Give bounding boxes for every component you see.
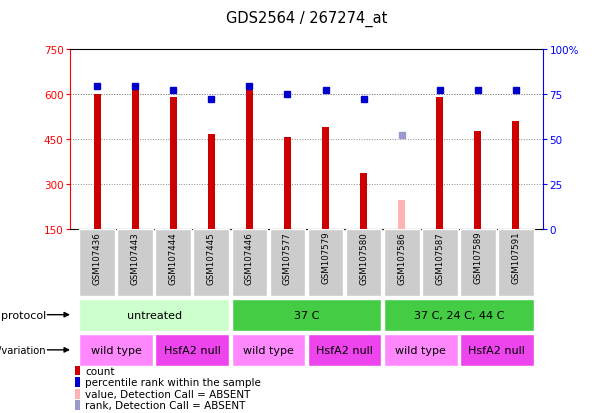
Text: wild type: wild type <box>91 345 142 355</box>
Text: GSM107445: GSM107445 <box>207 231 216 284</box>
Bar <box>270 230 305 297</box>
Text: untreated: untreated <box>127 310 182 320</box>
Bar <box>322 127 329 229</box>
Bar <box>384 230 419 297</box>
Text: GSM107591: GSM107591 <box>511 231 520 284</box>
Text: GSM107579: GSM107579 <box>321 231 330 284</box>
Text: HsfA2 null: HsfA2 null <box>468 345 525 355</box>
Bar <box>246 87 253 229</box>
Text: GSM107586: GSM107586 <box>397 231 406 284</box>
Bar <box>308 230 343 297</box>
Bar <box>194 230 229 297</box>
Text: GSM107589: GSM107589 <box>473 231 482 284</box>
Bar <box>155 334 229 366</box>
Bar <box>512 121 519 229</box>
Bar <box>460 230 496 297</box>
Bar <box>398 201 405 229</box>
Bar <box>460 334 534 366</box>
Bar <box>75 389 80 399</box>
Bar <box>422 230 458 297</box>
Text: GSM107446: GSM107446 <box>245 231 254 284</box>
Bar <box>232 230 267 297</box>
Text: wild type: wild type <box>243 345 294 355</box>
Bar <box>498 230 534 297</box>
Bar <box>75 366 80 375</box>
Text: GSM107444: GSM107444 <box>169 231 178 284</box>
Text: rank, Detection Call = ABSENT: rank, Detection Call = ABSENT <box>85 400 245 410</box>
Bar <box>75 401 80 410</box>
Text: GSM107577: GSM107577 <box>283 231 292 284</box>
Text: GSM107587: GSM107587 <box>435 231 444 284</box>
Bar <box>132 90 139 229</box>
Bar <box>170 97 177 229</box>
Bar <box>232 334 305 366</box>
Bar <box>346 230 381 297</box>
Text: HsfA2 null: HsfA2 null <box>164 345 221 355</box>
Text: percentile rank within the sample: percentile rank within the sample <box>85 377 261 387</box>
Bar <box>232 299 381 331</box>
Text: GSM107436: GSM107436 <box>93 231 102 284</box>
Bar <box>94 95 101 229</box>
Bar <box>436 97 443 229</box>
Bar <box>79 299 229 331</box>
Bar <box>117 230 153 297</box>
Bar <box>284 138 291 229</box>
Text: value, Detection Call = ABSENT: value, Detection Call = ABSENT <box>85 389 250 399</box>
Text: GSM107580: GSM107580 <box>359 231 368 284</box>
Text: HsfA2 null: HsfA2 null <box>316 345 373 355</box>
Bar <box>308 334 381 366</box>
Text: 37 C: 37 C <box>294 310 319 320</box>
Bar <box>75 377 80 387</box>
Bar <box>384 334 458 366</box>
Bar <box>360 174 367 229</box>
Bar <box>474 132 481 229</box>
Text: genotype/variation: genotype/variation <box>0 345 46 355</box>
Bar <box>208 135 215 229</box>
Text: GDS2564 / 267274_at: GDS2564 / 267274_at <box>226 10 387 26</box>
Text: protocol: protocol <box>1 310 46 320</box>
Bar <box>79 334 153 366</box>
Bar <box>384 299 534 331</box>
Bar <box>79 230 115 297</box>
Text: GSM107443: GSM107443 <box>131 231 140 284</box>
Bar <box>155 230 191 297</box>
Text: 37 C, 24 C, 44 C: 37 C, 24 C, 44 C <box>414 310 504 320</box>
Text: wild type: wild type <box>395 345 446 355</box>
Text: count: count <box>85 366 115 375</box>
